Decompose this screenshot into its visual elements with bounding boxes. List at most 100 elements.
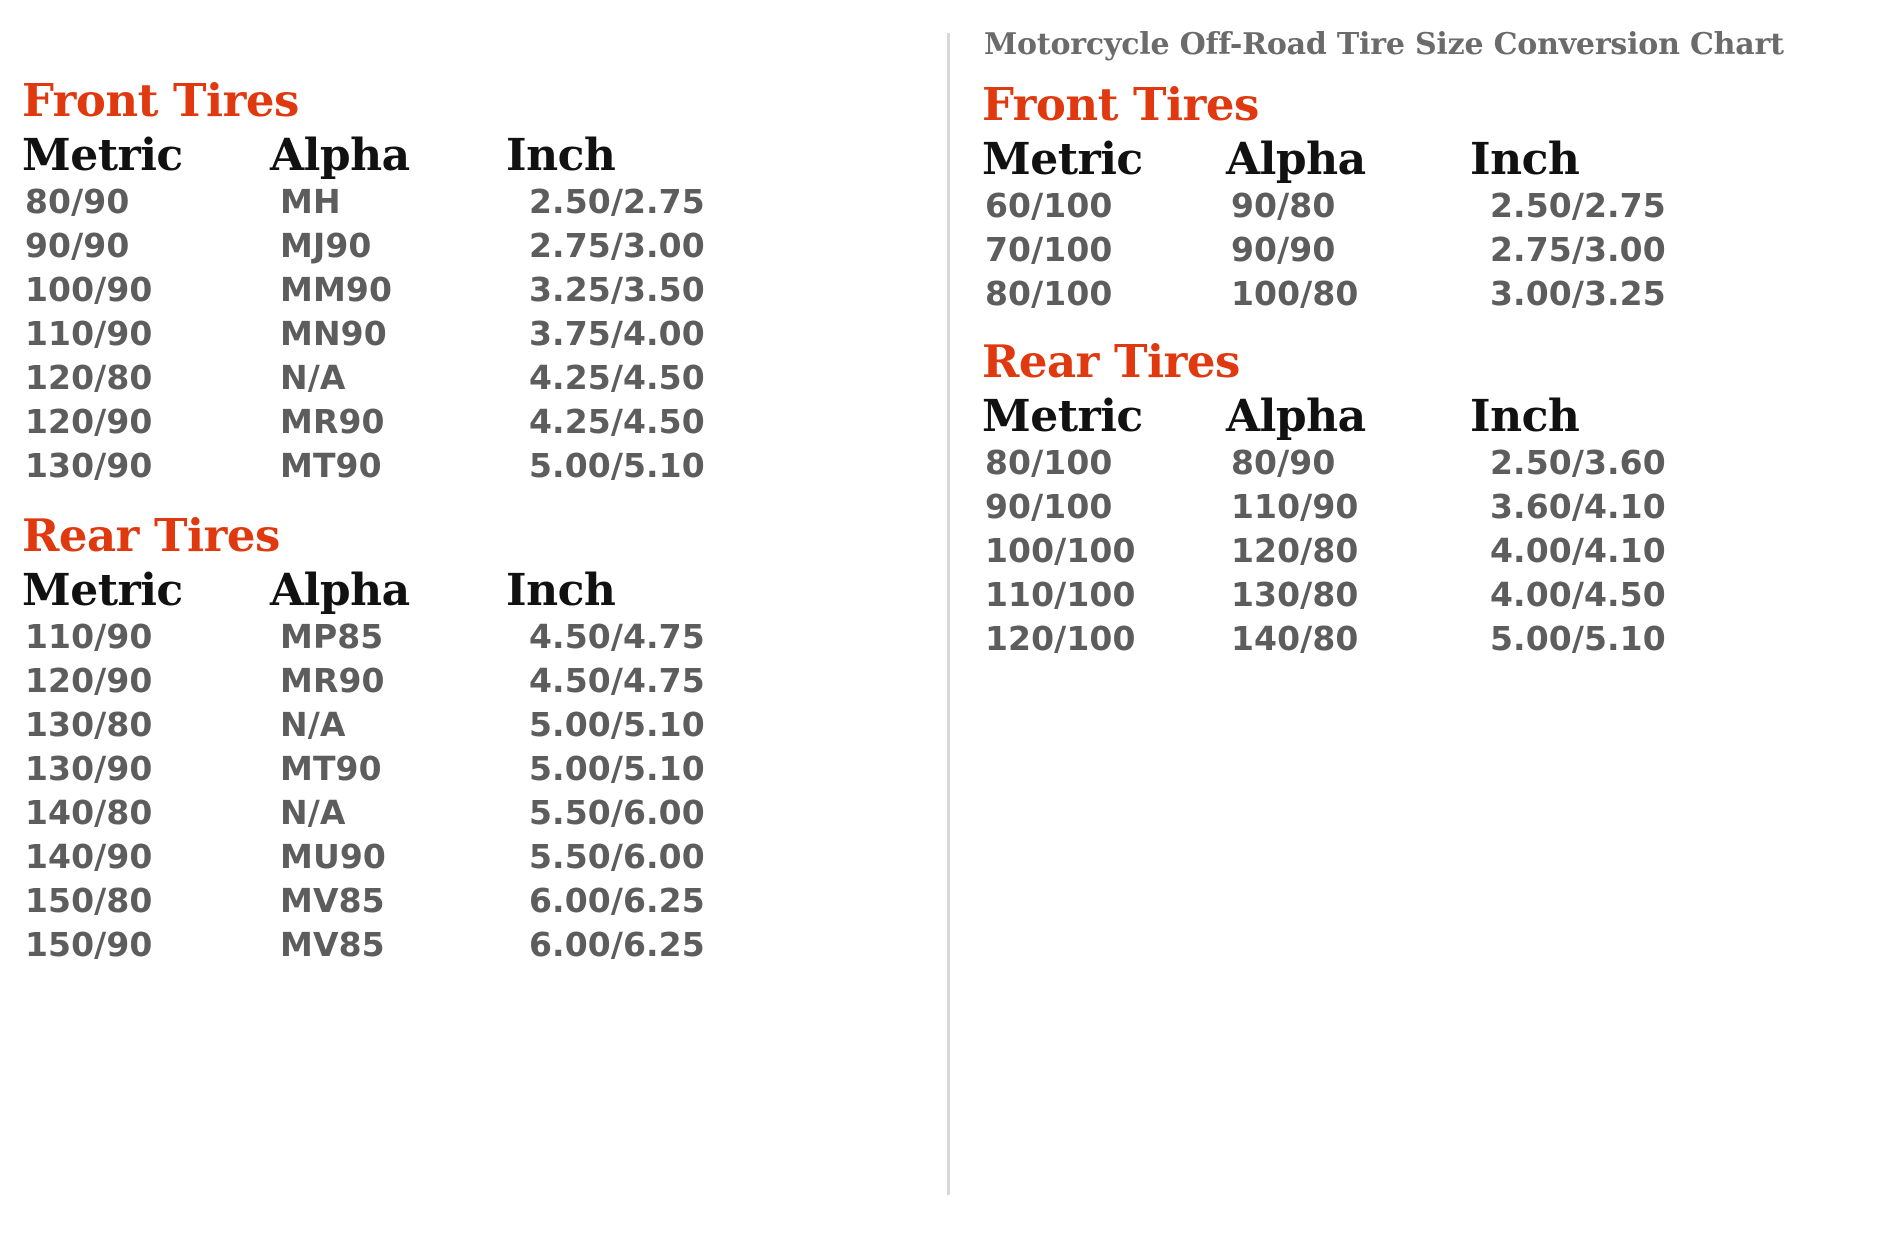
cell-inch: 5.00/5.10 xyxy=(1490,618,1666,658)
cell-inch: 4.25/4.50 xyxy=(529,401,705,441)
column-header-alpha: Alpha xyxy=(270,130,410,181)
column-header-inch: Inch xyxy=(1470,134,1580,185)
cell-inch: 4.00/4.10 xyxy=(1490,530,1666,570)
cell-metric: 80/100 xyxy=(985,442,1113,482)
right-rear-tires-section: Rear Tires Metric Alpha Inch 80/100 80/9… xyxy=(968,339,1898,660)
section-heading-front-tires: Front Tires xyxy=(22,74,299,127)
cell-inch: 5.00/5.10 xyxy=(529,748,705,788)
column-header-inch: Inch xyxy=(506,565,616,617)
left-panel: Front Tires Metric Alpha Inch 80/90 MH 2… xyxy=(0,0,930,966)
cell-alpha: MR90 xyxy=(280,401,385,441)
column-header-inch: Inch xyxy=(506,130,616,181)
cell-metric: 70/100 xyxy=(985,229,1113,269)
cell-metric: 100/90 xyxy=(25,269,153,309)
cell-alpha: MM90 xyxy=(280,269,393,309)
panel-divider xyxy=(947,33,950,1195)
column-header-metric: Metric xyxy=(982,391,1143,443)
cell-alpha: N/A xyxy=(280,792,346,832)
cell-alpha: 80/90 xyxy=(1231,442,1336,482)
column-header-metric: Metric xyxy=(982,134,1143,185)
cell-metric: 110/90 xyxy=(25,616,153,656)
cell-inch: 4.00/4.50 xyxy=(1490,574,1666,614)
cell-inch: 2.50/3.60 xyxy=(1490,442,1666,482)
table-row: 80/90 MH 2.50/2.75 xyxy=(22,179,930,223)
table-header-row: Metric Alpha Inch xyxy=(982,134,1898,185)
cell-inch: 5.00/5.10 xyxy=(529,445,705,485)
table-row: 130/90 MT90 5.00/5.10 xyxy=(22,443,930,487)
cell-alpha: MT90 xyxy=(280,445,382,485)
cell-metric: 80/100 xyxy=(985,273,1113,313)
table-row: 80/100 100/80 3.00/3.25 xyxy=(982,271,1898,315)
cell-inch: 2.75/3.00 xyxy=(1490,229,1666,269)
table-row: 120/90 MR90 4.25/4.50 xyxy=(22,399,930,443)
cell-inch: 2.50/2.75 xyxy=(1490,185,1666,225)
cell-alpha: MV85 xyxy=(280,880,385,920)
cell-inch: 3.25/3.50 xyxy=(529,269,705,309)
cell-alpha: 120/80 xyxy=(1231,530,1359,570)
cell-inch: 3.75/4.00 xyxy=(529,313,705,353)
left-front-tires-table: Metric Alpha Inch 80/90 MH 2.50/2.75 90/… xyxy=(22,130,930,487)
cell-alpha: MH xyxy=(280,181,341,221)
table-row: 100/90 MM90 3.25/3.50 xyxy=(22,267,930,311)
cell-alpha: MN90 xyxy=(280,313,387,353)
cell-inch: 5.50/6.00 xyxy=(529,792,705,832)
table-row: 140/80 N/A 5.50/6.00 xyxy=(22,790,930,834)
cell-alpha: 90/80 xyxy=(1231,185,1336,225)
table-row: 120/80 N/A 4.25/4.50 xyxy=(22,355,930,399)
cell-alpha: MR90 xyxy=(280,660,385,700)
table-row: 110/90 MN90 3.75/4.00 xyxy=(22,311,930,355)
column-header-alpha: Alpha xyxy=(270,565,410,617)
cell-metric: 110/90 xyxy=(25,313,153,353)
table-row: 70/100 90/90 2.75/3.00 xyxy=(982,227,1898,271)
cell-metric: 120/100 xyxy=(985,618,1136,658)
cell-alpha: MU90 xyxy=(280,836,386,876)
table-row: 110/100 130/80 4.00/4.50 xyxy=(982,572,1898,616)
table-row: 90/90 MJ90 2.75/3.00 xyxy=(22,223,930,267)
section-heading-front-tires: Front Tires xyxy=(982,78,1259,131)
cell-inch: 6.00/6.25 xyxy=(529,924,705,964)
cell-alpha: 100/80 xyxy=(1231,273,1359,313)
table-row: 130/80 N/A 5.00/5.10 xyxy=(22,702,930,746)
cell-inch: 6.00/6.25 xyxy=(529,880,705,920)
cell-metric: 60/100 xyxy=(985,185,1113,225)
cell-alpha: MV85 xyxy=(280,924,385,964)
cell-inch: 4.50/4.75 xyxy=(529,660,705,700)
right-front-tires-section: Front Tires Metric Alpha Inch 60/100 90/… xyxy=(968,60,1898,315)
right-rear-tires-body: 80/100 80/90 2.50/3.60 90/100 110/90 3.6… xyxy=(982,440,1898,660)
cell-metric: 140/80 xyxy=(25,792,153,832)
section-heading-rear-tires: Rear Tires xyxy=(22,509,280,563)
table-header-row: Metric Alpha Inch xyxy=(982,391,1898,443)
cell-inch: 5.50/6.00 xyxy=(529,836,705,876)
cell-metric: 130/80 xyxy=(25,704,153,744)
cell-alpha: MP85 xyxy=(280,616,384,656)
cell-inch: 3.60/4.10 xyxy=(1490,486,1666,526)
cell-alpha: 130/80 xyxy=(1231,574,1359,614)
left-rear-tires-body: 110/90 MP85 4.50/4.75 120/90 MR90 4.50/4… xyxy=(22,614,930,966)
table-row: 80/100 80/90 2.50/3.60 xyxy=(982,440,1898,484)
column-header-alpha: Alpha xyxy=(1226,391,1366,443)
cell-alpha: 90/90 xyxy=(1231,229,1336,269)
right-front-tires-table: Metric Alpha Inch 60/100 90/80 2.50/2.75… xyxy=(982,134,1898,315)
cell-metric: 90/90 xyxy=(25,225,130,265)
cell-inch: 2.75/3.00 xyxy=(529,225,705,265)
right-rear-tires-table: Metric Alpha Inch 80/100 80/90 2.50/3.60… xyxy=(982,391,1898,660)
cell-metric: 100/100 xyxy=(985,530,1136,570)
cell-metric: 150/90 xyxy=(25,924,153,964)
cell-alpha: 140/80 xyxy=(1231,618,1359,658)
cell-metric: 150/80 xyxy=(25,880,153,920)
table-row: 120/90 MR90 4.50/4.75 xyxy=(22,658,930,702)
left-front-tires-body: 80/90 MH 2.50/2.75 90/90 MJ90 2.75/3.00 … xyxy=(22,179,930,487)
cell-metric: 140/90 xyxy=(25,836,153,876)
cell-metric: 120/90 xyxy=(25,660,153,700)
right-front-tires-body: 60/100 90/80 2.50/2.75 70/100 90/90 2.75… xyxy=(982,183,1898,315)
cell-inch: 4.50/4.75 xyxy=(529,616,705,656)
column-header-alpha: Alpha xyxy=(1226,134,1366,185)
column-header-inch: Inch xyxy=(1470,391,1580,443)
section-heading-rear-tires: Rear Tires xyxy=(982,335,1240,389)
left-rear-tires-table: Metric Alpha Inch 110/90 MP85 4.50/4.75 … xyxy=(22,565,930,966)
cell-metric: 110/100 xyxy=(985,574,1136,614)
table-row: 150/90 MV85 6.00/6.25 xyxy=(22,922,930,966)
column-header-metric: Metric xyxy=(22,130,183,181)
cell-alpha: N/A xyxy=(280,357,346,397)
